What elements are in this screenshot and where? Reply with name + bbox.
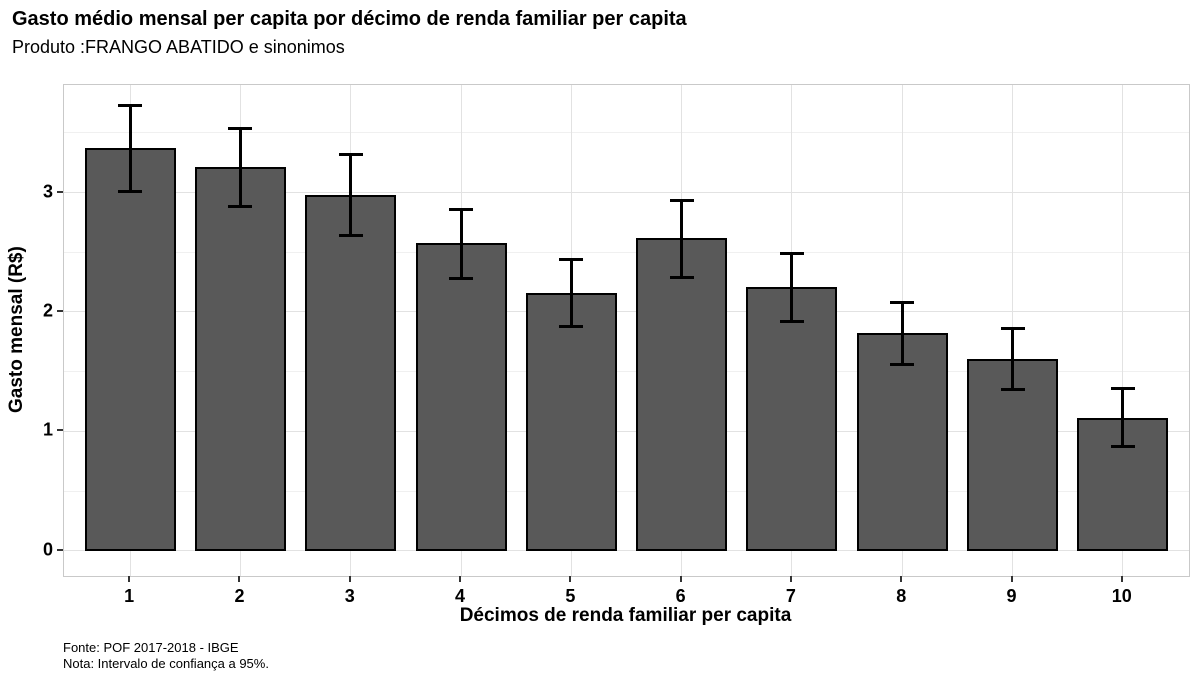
error-bar-stem: [238, 128, 242, 207]
y-major-gridline: [64, 430, 1189, 432]
y-minor-gridline: [64, 132, 1189, 134]
x-tick-mark: [238, 576, 241, 582]
error-bar-stem: [1011, 328, 1015, 390]
chart-title: Gasto médio mensal per capita por décimo…: [12, 8, 687, 30]
bar: [856, 333, 948, 551]
x-major-gridline: [1122, 85, 1124, 576]
source-caption: Fonte: POF 2017-2018 - IBGE: [63, 640, 239, 655]
error-bar-cap-top: [890, 300, 915, 304]
bar: [84, 148, 176, 551]
error-bar-cap-top: [1000, 327, 1025, 331]
bar: [305, 194, 397, 551]
error-bar-cap-bottom: [1110, 445, 1135, 449]
error-bar-cap-top: [118, 103, 143, 107]
y-tick-mark: [57, 190, 63, 193]
y-minor-gridline: [64, 490, 1189, 492]
y-tick-mark: [57, 429, 63, 432]
x-tick-mark: [1010, 576, 1013, 582]
x-tick-label: 1: [124, 586, 135, 606]
bar: [746, 286, 838, 551]
error-bar-stem: [680, 200, 684, 278]
error-bar-cap-bottom: [890, 363, 915, 367]
x-tick-label: 3: [344, 586, 355, 606]
y-major-gridline: [64, 550, 1189, 552]
x-tick-mark: [348, 576, 351, 582]
error-bar-cap-top: [338, 152, 363, 156]
x-tick-label: 10: [1111, 586, 1132, 606]
error-bar-cap-top: [1110, 386, 1135, 390]
error-bar-cap-bottom: [1000, 388, 1025, 392]
bar: [525, 292, 617, 551]
y-tick-label: 0: [42, 539, 53, 560]
error-bar-cap-bottom: [779, 320, 804, 324]
y-minor-gridline: [64, 251, 1189, 253]
error-bar-stem: [790, 253, 794, 322]
error-bar-cap-bottom: [669, 275, 694, 279]
chart-subtitle: Produto :FRANGO ABATIDO e sinonimos: [12, 37, 345, 57]
x-tick-label: 6: [675, 586, 686, 606]
x-tick-label: 2: [234, 586, 245, 606]
y-major-gridline: [64, 311, 1189, 313]
error-bar-cap-top: [449, 207, 474, 211]
bar: [415, 242, 507, 551]
x-tick-mark: [128, 576, 131, 582]
error-bar-cap-top: [779, 251, 804, 255]
y-axis-title: Gasto mensal (R$): [6, 246, 27, 413]
y-minor-gridline: [64, 371, 1189, 373]
x-tick-mark: [900, 576, 903, 582]
error-bar-stem: [900, 302, 904, 365]
error-bar-stem: [128, 105, 132, 192]
y-tick-label: 2: [42, 300, 53, 321]
error-bar-stem: [569, 259, 573, 327]
x-tick-mark: [569, 576, 572, 582]
y-tick-label: 3: [42, 181, 53, 202]
y-tick-label: 1: [42, 419, 53, 440]
y-tick-mark: [57, 548, 63, 551]
bar: [194, 167, 286, 551]
error-bar-cap-bottom: [118, 189, 143, 193]
error-bar-cap-top: [228, 126, 253, 130]
x-axis-title: Décimos de renda familiar per capita: [459, 605, 792, 626]
x-tick-label: 4: [455, 586, 466, 606]
x-tick-mark: [679, 576, 682, 582]
error-bar-cap-top: [669, 199, 694, 203]
x-tick-mark: [459, 576, 462, 582]
error-bar-stem: [349, 154, 353, 236]
error-bar-cap-top: [559, 257, 584, 261]
error-bar-stem: [459, 209, 463, 279]
plot-panel: [63, 84, 1190, 577]
error-bar-cap-bottom: [559, 324, 584, 328]
note-caption: Nota: Intervalo de confiança a 95%.: [63, 656, 269, 671]
x-tick-label: 5: [565, 586, 576, 606]
x-tick-label: 8: [896, 586, 907, 606]
y-major-gridline: [64, 192, 1189, 194]
bar: [636, 237, 728, 551]
error-bar-stem: [1121, 388, 1125, 447]
error-bar-cap-bottom: [449, 277, 474, 281]
x-tick-label: 9: [1006, 586, 1017, 606]
x-tick-label: 7: [785, 586, 796, 606]
y-tick-mark: [57, 309, 63, 312]
x-tick-mark: [1120, 576, 1123, 582]
error-bar-cap-bottom: [228, 205, 253, 209]
x-tick-mark: [789, 576, 792, 582]
error-bar-cap-bottom: [338, 234, 363, 238]
